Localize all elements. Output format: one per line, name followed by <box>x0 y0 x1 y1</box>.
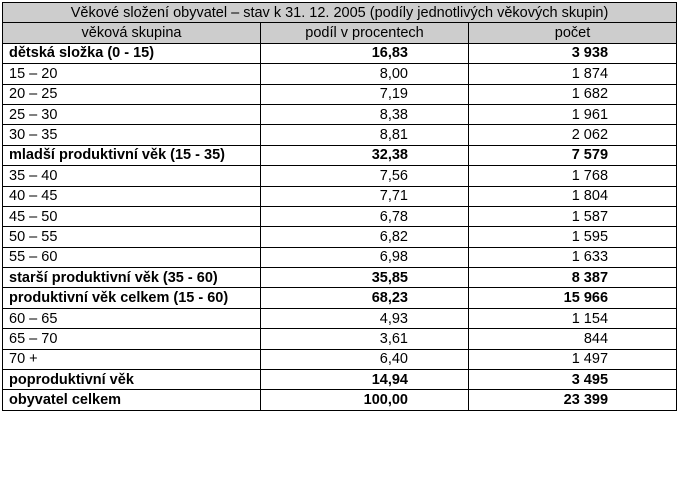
age-group-cell: mladší produktivní věk (15 - 35) <box>2 144 261 167</box>
count-cell: 1 154 <box>467 307 678 330</box>
age-group-cell: 25 – 30 <box>2 103 261 126</box>
percent-cell: 7,19 <box>260 83 469 105</box>
count-cell: 1 633 <box>467 246 678 269</box>
table-row: poproduktivní věk 14,94 3 495 <box>2 369 678 391</box>
percent-cell: 32,38 <box>260 144 469 167</box>
count-cell: 1 768 <box>467 165 678 187</box>
header-count: počet <box>467 22 678 44</box>
count-cell: 3 938 <box>467 42 678 65</box>
percent-cell: 6,82 <box>260 226 469 248</box>
count-cell: 8 387 <box>467 267 678 289</box>
percent-cell: 6,98 <box>260 246 469 269</box>
count-cell: 1 682 <box>467 83 678 105</box>
table-row: 20 – 25 7,19 1 682 <box>2 83 678 105</box>
table-row: 35 – 40 7,56 1 768 <box>2 165 678 187</box>
table-body: dětská složka (0 - 15) 16,83 3 938 15 – 20 8… <box>2 42 678 411</box>
age-group-cell: 65 – 70 <box>2 328 261 350</box>
table-row: 30 – 35 8,81 2 062 <box>2 124 678 146</box>
table-title-row: Věkové složení obyvatel – stav k 31. 12.… <box>1 1 678 24</box>
age-group-cell: 20 – 25 <box>2 83 261 105</box>
count-cell: 23 399 <box>467 389 678 411</box>
table-row: 50 – 55 6,82 1 595 <box>2 226 678 248</box>
percent-cell: 4,93 <box>260 307 469 330</box>
count-cell: 1 961 <box>467 103 678 126</box>
age-group-cell: 50 – 55 <box>2 226 261 248</box>
age-group-cell: obyvatel celkem <box>2 389 261 411</box>
count-cell: 15 966 <box>467 287 678 309</box>
percent-cell: 8,38 <box>260 103 469 126</box>
table-row: 70 +6,40 1 497 <box>2 348 678 371</box>
percent-cell: 3,61 <box>260 328 469 350</box>
table-row: mladší produktivní věk (15 - 35) 32,38 7 5… <box>2 144 678 167</box>
age-group-cell: 15 – 20 <box>2 63 261 85</box>
table-row: 15 – 20 8,00 1 874 <box>2 63 678 85</box>
age-group-cell: poproduktivní věk <box>2 369 261 391</box>
percent-cell: 6,78 <box>260 205 469 228</box>
percent-cell: 8,00 <box>260 63 469 85</box>
table-header-row: věková skupina podíl v procentech počet <box>2 22 678 44</box>
age-group-cell: dětská složka (0 - 15) <box>2 42 261 65</box>
age-structure-table: Věkové složení obyvatel – stav k 31. 12.… <box>1 1 678 411</box>
age-group-cell: 45 – 50 <box>2 205 261 228</box>
table-row: 40 – 45 7,71 1 804 <box>2 185 678 207</box>
count-cell: 7 579 <box>467 144 678 167</box>
table-row: dětská složka (0 - 15) 16,83 3 938 <box>2 42 678 65</box>
age-group-cell: 70 + <box>2 348 261 371</box>
percent-cell: 68,23 <box>260 287 469 309</box>
table-title: Věkové složení obyvatel – stav k 31. 12.… <box>1 1 678 24</box>
count-cell: 1 587 <box>467 205 678 228</box>
table-row: 45 – 50 6,78 1 587 <box>2 205 678 228</box>
percent-cell: 35,85 <box>260 267 469 289</box>
age-group-cell: 55 – 60 <box>2 246 261 269</box>
count-cell: 1 497 <box>467 348 678 371</box>
percent-cell: 6,40 <box>260 348 469 371</box>
age-group-cell: 35 – 40 <box>2 165 261 187</box>
count-cell: 3 495 <box>467 369 678 391</box>
count-cell: 1 874 <box>467 63 678 85</box>
percent-cell: 14,94 <box>260 369 469 391</box>
table-row: 25 – 30 8,38 1 961 <box>2 103 678 126</box>
table-row: starší produktivní věk (35 - 60) 35,85 8 3… <box>2 267 678 289</box>
count-cell: 844 <box>467 328 678 350</box>
table-row: produktivní věk celkem (15 - 60) 68,23 15 … <box>2 287 678 309</box>
percent-cell: 7,71 <box>260 185 469 207</box>
count-cell: 1 595 <box>467 226 678 248</box>
count-cell: 2 062 <box>467 124 678 146</box>
table-row: 65 – 70 3,61 844 <box>2 328 678 350</box>
table-row: obyvatel celkem 100,00 23 399 <box>2 389 678 411</box>
header-percent: podíl v procentech <box>260 22 469 44</box>
table-row: 60 – 65 4,93 1 154 <box>2 307 678 330</box>
age-group-cell: 40 – 45 <box>2 185 261 207</box>
table-row: 55 – 60 6,98 1 633 <box>2 246 678 269</box>
percent-cell: 7,56 <box>260 165 469 187</box>
age-group-cell: produktivní věk celkem (15 - 60) <box>2 287 261 309</box>
age-group-cell: 30 – 35 <box>2 124 261 146</box>
age-group-cell: starší produktivní věk (35 - 60) <box>2 267 261 289</box>
count-cell: 1 804 <box>467 185 678 207</box>
percent-cell: 8,81 <box>260 124 469 146</box>
header-age-group: věková skupina <box>2 22 261 44</box>
percent-cell: 100,00 <box>260 389 469 411</box>
percent-cell: 16,83 <box>260 42 469 65</box>
age-group-cell: 60 – 65 <box>2 307 261 330</box>
